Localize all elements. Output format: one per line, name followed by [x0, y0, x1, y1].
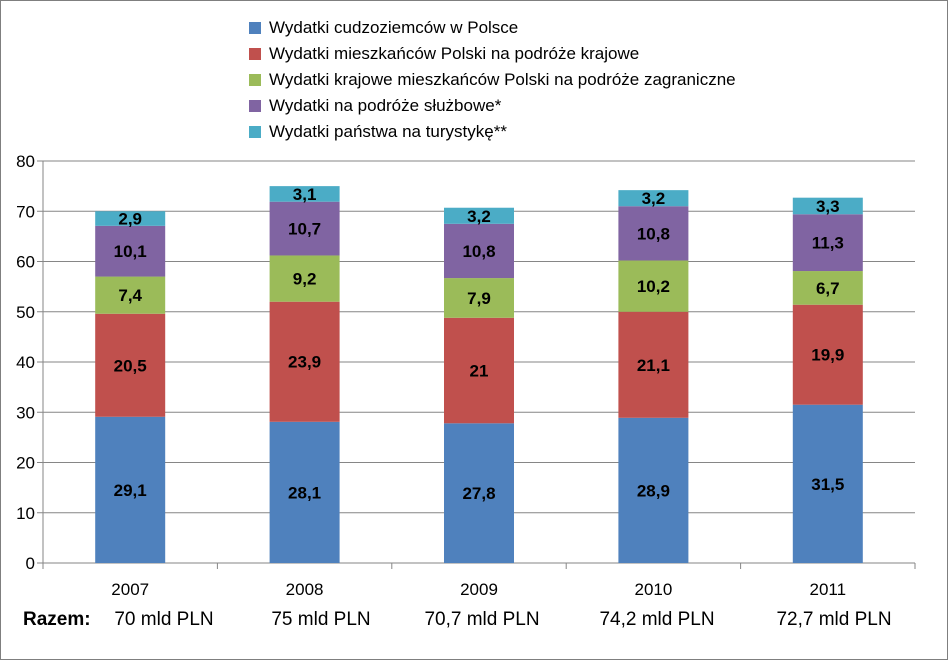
bar-segment: [95, 313, 166, 417]
data-label: 21,1: [637, 356, 670, 375]
bar-segment: [269, 186, 340, 202]
bar-segment: [618, 417, 689, 563]
data-label: 23,9: [288, 353, 321, 372]
data-label: 21: [470, 362, 489, 381]
bar-segment: [792, 304, 863, 405]
y-tick-label: 80: [16, 152, 35, 171]
totals-row: Razem: 70 mld PLN 75 mld PLN 70,7 mld PL…: [1, 609, 947, 637]
bar-segment: [444, 207, 514, 224]
bar-segment: [618, 260, 689, 312]
totals-label: Razem:: [23, 609, 91, 630]
bar-segment: [618, 206, 689, 261]
total-value: 74,2 mld PLN: [599, 609, 715, 630]
legend-swatch: [249, 74, 261, 86]
y-tick-label: 10: [16, 504, 35, 523]
data-label: 20,5: [114, 356, 147, 375]
data-label: 3,3: [816, 197, 840, 216]
legend-swatch: [249, 100, 261, 112]
y-tick-label: 30: [16, 403, 35, 422]
bar-segment: [95, 211, 166, 226]
data-label: 9,2: [293, 270, 317, 289]
data-label: 28,9: [637, 481, 670, 500]
data-label: 6,7: [816, 279, 840, 298]
bar-segment: [269, 255, 340, 302]
data-label: 2,9: [118, 210, 142, 229]
bar-segment: [444, 423, 514, 563]
legend-item: Wydatki mieszkańców Polski na podróże kr…: [249, 41, 736, 67]
bar-segment: [95, 416, 166, 563]
legend-label: Wydatki mieszkańców Polski na podróże kr…: [269, 44, 640, 63]
total-value: 70,7 mld PLN: [424, 609, 540, 630]
total-value: 72,7 mld PLN: [776, 609, 892, 630]
bar-segment: [269, 201, 340, 256]
legend-item: Wydatki państwa na turystykę**: [249, 119, 736, 145]
y-tick-label: 20: [16, 454, 35, 473]
legend-swatch: [249, 22, 261, 34]
legend-label: Wydatki cudzoziemców w Polsce: [269, 18, 519, 37]
bar-segment: [444, 278, 514, 318]
legend: Wydatki cudzoziemców w Polsce Wydatki mi…: [249, 15, 736, 145]
total-value: 75 mld PLN: [271, 609, 371, 630]
legend-label: Wydatki państwa na turystykę**: [269, 122, 507, 141]
bar-segment: [269, 301, 340, 422]
legend-item: Wydatki cudzoziemców w Polsce: [249, 15, 736, 41]
y-tick-label: 60: [16, 253, 35, 272]
bar-segment: [95, 225, 166, 277]
x-tick-label: 2007: [111, 580, 149, 599]
x-tick-label: 2009: [460, 580, 498, 599]
legend-swatch: [249, 48, 261, 60]
data-label: 27,8: [462, 484, 495, 503]
x-tick-label: 2010: [634, 580, 672, 599]
data-label: 28,1: [288, 483, 321, 502]
bar-segment: [618, 311, 689, 418]
legend-item: Wydatki na podróże służbowe*: [249, 93, 736, 119]
data-label: 3,2: [642, 189, 666, 208]
data-label: 10,1: [114, 242, 147, 261]
bar-segment: [792, 404, 863, 563]
y-tick-label: 40: [16, 353, 35, 372]
bar-segment: [95, 276, 166, 314]
data-label: 7,4: [118, 286, 142, 305]
bar-segment: [444, 223, 514, 279]
bar-segment: [792, 214, 863, 272]
y-tick-label: 70: [16, 202, 35, 221]
data-label: 31,5: [811, 475, 844, 494]
data-label: 3,2: [467, 207, 491, 226]
y-tick-label: 50: [16, 303, 35, 322]
bar-segment: [792, 197, 863, 215]
data-label: 3,1: [293, 185, 317, 204]
data-label: 10,8: [462, 242, 495, 261]
legend-swatch: [249, 126, 261, 138]
y-tick-label: 0: [26, 554, 35, 573]
legend-label: Wydatki na podróże służbowe*: [269, 96, 502, 115]
bar-segment: [618, 190, 689, 207]
data-label: 7,9: [467, 289, 491, 308]
data-label: 10,7: [288, 220, 321, 239]
x-tick-label: 2008: [286, 580, 324, 599]
data-label: 11,3: [812, 234, 844, 253]
legend-item: Wydatki krajowe mieszkańców Polski na po…: [249, 67, 736, 93]
data-label: 10,8: [637, 224, 670, 243]
bar-segment: [792, 271, 863, 305]
data-label: 29,1: [114, 481, 147, 500]
bar-segment: [444, 317, 514, 424]
bar-segment: [269, 421, 340, 563]
legend-label: Wydatki krajowe mieszkańców Polski na po…: [269, 70, 736, 89]
x-tick-label: 2011: [810, 580, 847, 599]
total-value: 70 mld PLN: [114, 609, 214, 630]
data-label: 10,2: [637, 277, 670, 296]
data-label: 19,9: [811, 346, 844, 365]
chart-plot: 0 10 20 30 40 50 60 70 80 29,1 20,5 7,4 10,1 2,9 2007 2…: [16, 152, 916, 599]
